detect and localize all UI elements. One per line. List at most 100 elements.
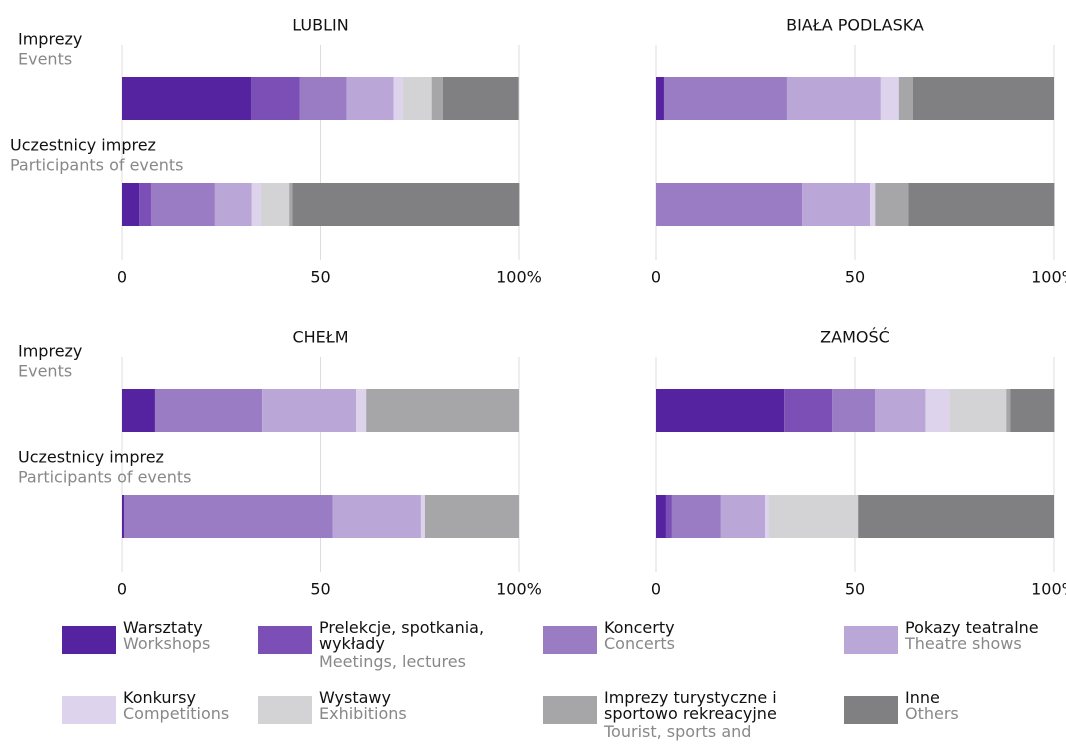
bar-segment [442, 77, 519, 120]
category-label: Uczestnicy imprez [10, 136, 156, 155]
bar-segment [150, 183, 215, 226]
bar-segment [671, 495, 721, 538]
category-label: Imprezy [18, 30, 82, 49]
bar-segment [1006, 389, 1011, 432]
bar-segment [925, 389, 950, 432]
bar-segment [870, 183, 876, 226]
bar-segment [875, 183, 909, 226]
legend-swatch [844, 696, 898, 724]
legend-swatch [258, 696, 312, 724]
x-tick-label: 0 [117, 268, 127, 287]
x-tick-label: 100% [1031, 580, 1066, 599]
legend-sublabel: Workshops [123, 634, 211, 653]
bar-segment [720, 495, 766, 538]
bar-segment [880, 77, 899, 120]
legend-sublabel: Theatre shows [905, 634, 1022, 653]
bar-segment [154, 389, 263, 432]
bar-segment [656, 389, 785, 432]
legend-sublabel: Competitions [123, 704, 230, 723]
legend-swatch [543, 696, 597, 724]
legend-swatch [62, 696, 116, 724]
bar-segment [898, 77, 913, 120]
category-subtitle: Events [18, 50, 72, 69]
bar-segment [251, 77, 300, 120]
bar-segment [656, 77, 664, 120]
bar-segment [424, 495, 519, 538]
legend-label: Warsztaty [123, 618, 203, 637]
x-tick-label: 0 [651, 580, 661, 599]
legend-text: Warsztaty Workshops [123, 620, 323, 652]
chart-title: LUBLIN [292, 16, 348, 35]
category-subtitle: Participants of events [10, 156, 183, 175]
x-tick-label: 50 [310, 268, 330, 287]
bar-segment [260, 183, 290, 226]
bar-segment [122, 495, 124, 538]
x-tick-label: 100% [1031, 268, 1066, 287]
bar-segment [663, 77, 787, 120]
category-subtitle: Participants of events [18, 468, 191, 487]
legend-text: Wystawy Exhibitions [319, 690, 519, 722]
bar-segment [420, 495, 425, 538]
bar-segment [122, 77, 252, 120]
x-tick-label: 100% [496, 580, 542, 599]
legend-label: Imprezy turystyczne i sportowo rekreacyj… [604, 688, 777, 723]
legend-sublabel: Tourist, sports and [604, 722, 752, 741]
x-tick-label: 0 [117, 580, 127, 599]
bar-segment [858, 495, 1054, 538]
legend-text: Koncerty Concerts [604, 620, 804, 652]
bar-segment [786, 77, 881, 120]
bar-segment [139, 183, 151, 226]
bar-segment [908, 183, 1055, 226]
legend-sublabel: Concerts [604, 634, 675, 653]
x-tick-label: 50 [845, 268, 865, 287]
bar-segment [122, 389, 155, 432]
bar-segment [262, 389, 357, 432]
chart-title: ZAMOŚĆ [820, 328, 890, 347]
bar-segment [123, 495, 333, 538]
bar-segment [393, 77, 403, 120]
bar-segment [875, 389, 926, 432]
legend-swatch [844, 626, 898, 654]
bar-segment [402, 77, 432, 120]
legend-sublabel: Exhibitions [319, 704, 407, 723]
legend-label: Wystawy [319, 688, 391, 707]
bar-segment [366, 389, 519, 432]
legend-label: Koncerty [604, 618, 675, 637]
bar-segment [251, 183, 261, 226]
bar-segment [122, 183, 140, 226]
category-label: Imprezy [18, 342, 82, 361]
bar-segment [765, 495, 770, 538]
category-subtitle: Events [18, 362, 72, 381]
x-tick-label: 50 [310, 580, 330, 599]
bar-segment [289, 183, 293, 226]
legend-sublabel: Others [905, 704, 959, 723]
bar-segment [332, 495, 421, 538]
legend-label: Inne [905, 688, 940, 707]
bar-segment [912, 77, 1054, 120]
legend-label: Konkursy [123, 688, 196, 707]
chart-title: CHEŁM [292, 328, 348, 347]
bar-segment [656, 495, 666, 538]
x-tick-label: 0 [651, 268, 661, 287]
bar-segment [832, 389, 876, 432]
x-tick-label: 100% [496, 268, 542, 287]
legend-text: Konkursy Competitions [123, 690, 323, 722]
legend-swatch [62, 626, 116, 654]
legend-sublabel: Meetings, lectures [319, 652, 466, 671]
bar-segment [656, 183, 803, 226]
bar-segment [356, 389, 367, 432]
bar-segment [299, 77, 347, 120]
category-label: Uczestnicy imprez [18, 448, 164, 467]
legend-text: Prelekcje, spotkania, wykłady Meetings, l… [319, 620, 524, 670]
bar-segment [214, 183, 252, 226]
bar-segment [949, 389, 1007, 432]
bar-segment [665, 495, 672, 538]
bar-segment [1010, 389, 1055, 432]
legend-swatch [543, 626, 597, 654]
bar-segment [292, 183, 520, 226]
legend-label: Pokazy teatralne [905, 618, 1039, 637]
bar-segment [431, 77, 443, 120]
legend-text: Pokazy teatralne Theatre shows [905, 620, 1066, 652]
bar-segment [802, 183, 871, 226]
